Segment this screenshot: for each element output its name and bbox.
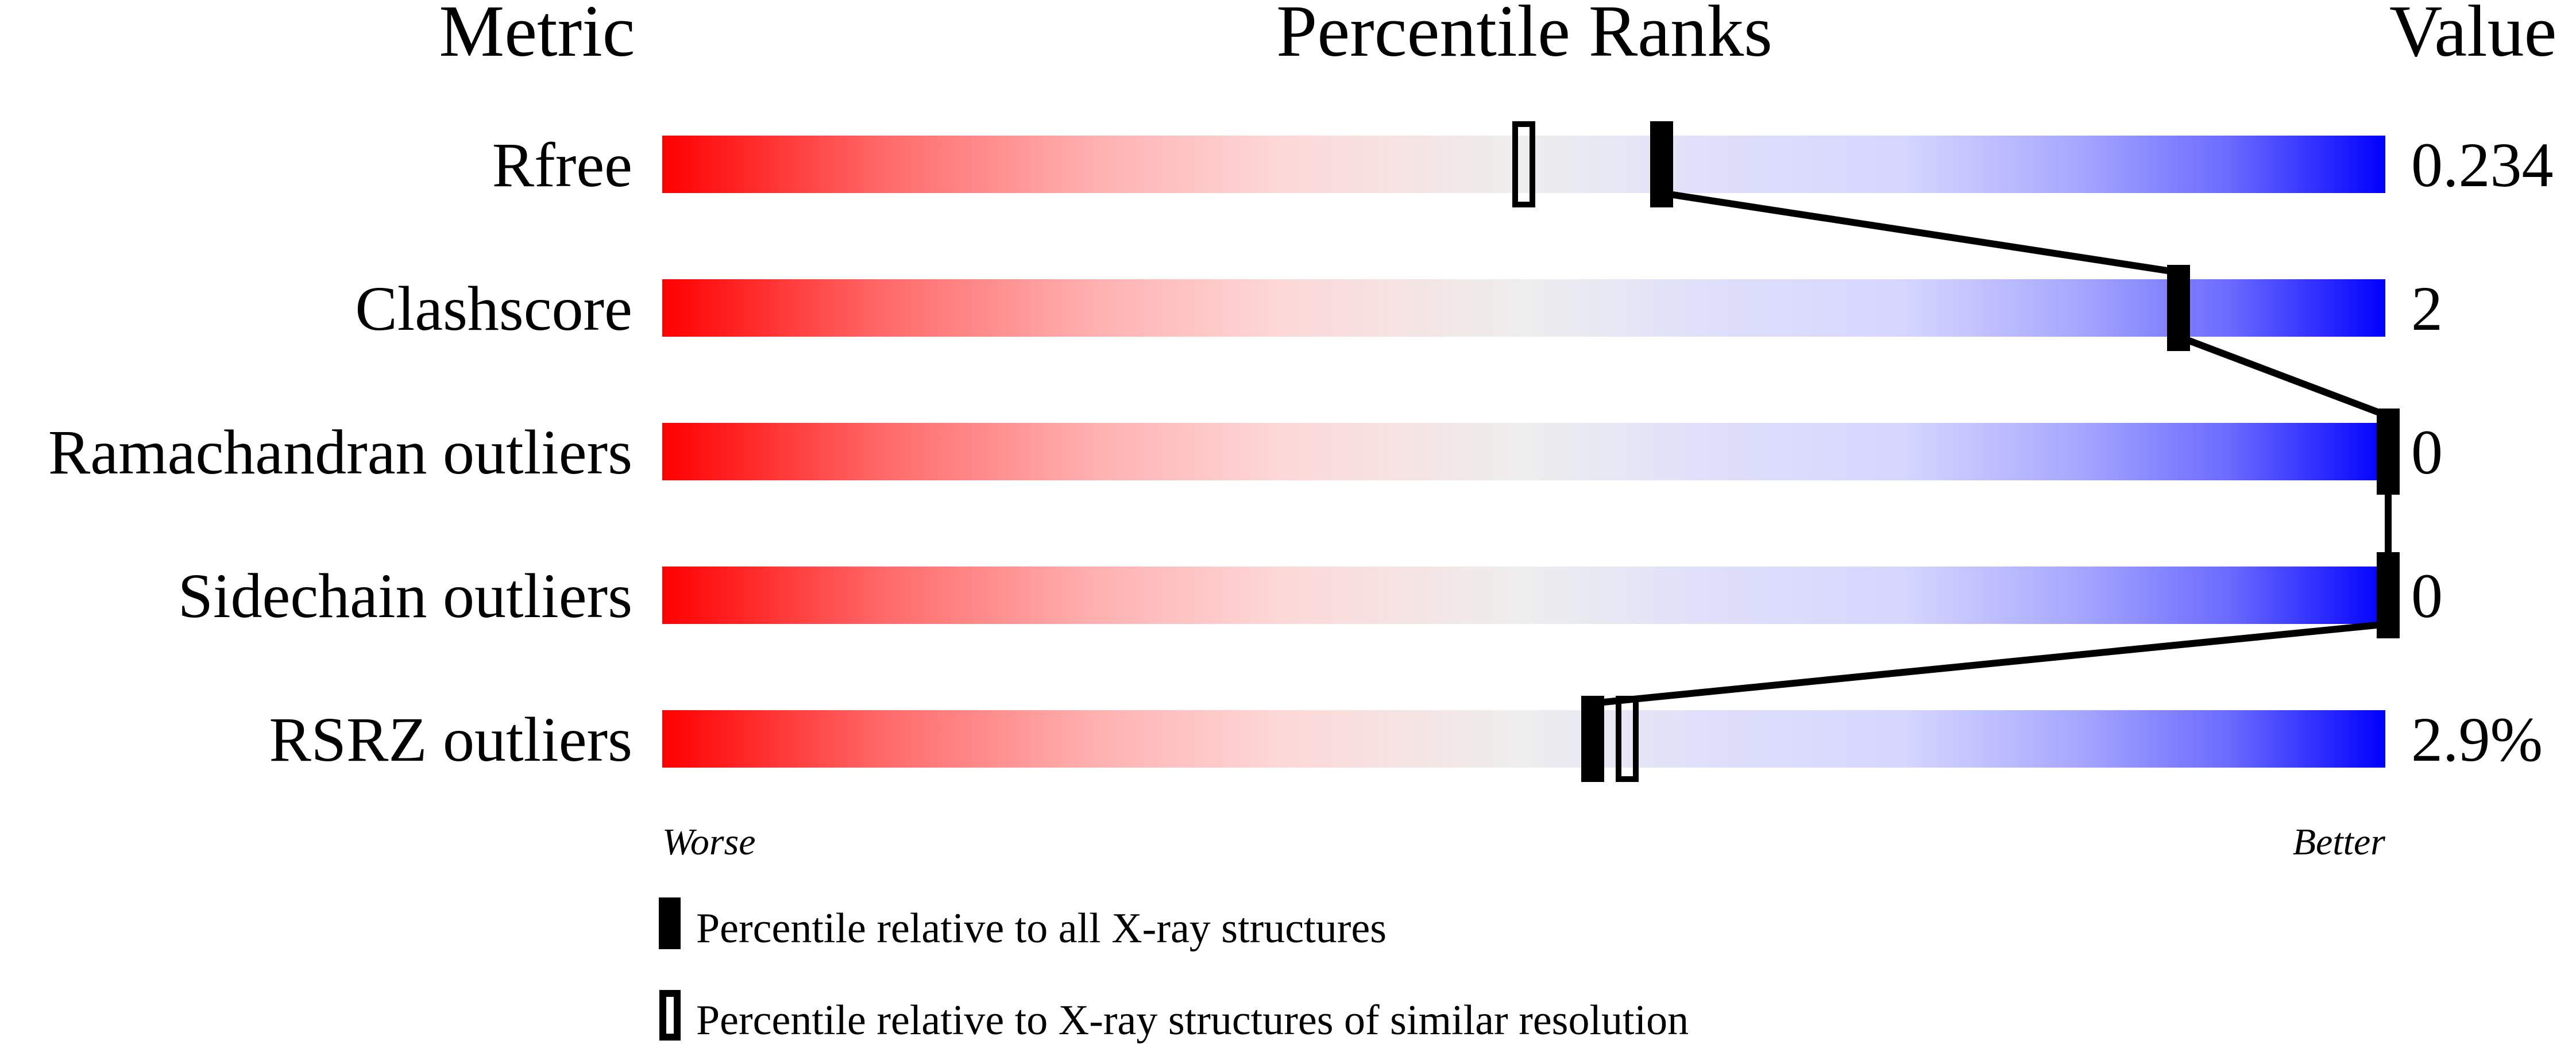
- percentile-bar: [662, 567, 2385, 624]
- metric-rows: Rfree 0.234 Clashscore 2 Ramachandran outlie…: [48, 130, 2554, 775]
- marker-all-structures: [1581, 696, 1604, 782]
- marker-all-structures: [2167, 265, 2190, 351]
- legend-label-all: Percentile relative to all X-ray structu…: [696, 905, 1387, 952]
- header-value: Value: [2389, 0, 2556, 72]
- axis-label-worse: Worse: [662, 821, 756, 863]
- connector-line: [1661, 190, 2179, 276]
- marker-similar-resolution: [1512, 121, 1535, 207]
- metric-value: 2.9%: [2411, 704, 2543, 775]
- metric-value: 0: [2411, 417, 2443, 487]
- metric-label: Rfree: [492, 130, 632, 200]
- marker-all-structures: [1650, 121, 1673, 207]
- metric-value: 2: [2411, 273, 2443, 344]
- percentile-bar: [662, 136, 2385, 193]
- percentile-bar: [662, 423, 2385, 480]
- marker-similar-resolution: [1616, 696, 1639, 782]
- axis-label-better: Better: [2293, 821, 2386, 863]
- header-percentile-ranks: Percentile Ranks: [1276, 0, 1772, 72]
- connector-line: [2177, 333, 2390, 419]
- legend-label-similar: Percentile relative to X-ray structures …: [696, 997, 1689, 1044]
- marker-all-structures: [2377, 552, 2400, 638]
- metric-label: Ramachandran outliers: [48, 417, 632, 487]
- marker-all-structures: [2377, 409, 2400, 495]
- metric-value: 0: [2411, 561, 2443, 631]
- percentile-markers: [1512, 121, 2400, 782]
- legend-open-marker: [659, 990, 681, 1041]
- percentile-bar: [662, 710, 2385, 768]
- metric-label: Clashscore: [355, 273, 632, 344]
- header-metric: Metric: [439, 0, 635, 72]
- metric-label: Sidechain outliers: [178, 561, 632, 631]
- percentile-bar: [662, 279, 2385, 337]
- metric-value: 0.234: [2411, 130, 2554, 200]
- legend-filled-marker: [659, 897, 681, 949]
- metric-label: RSRZ outliers: [269, 704, 632, 775]
- connector-line: [1592, 621, 2389, 707]
